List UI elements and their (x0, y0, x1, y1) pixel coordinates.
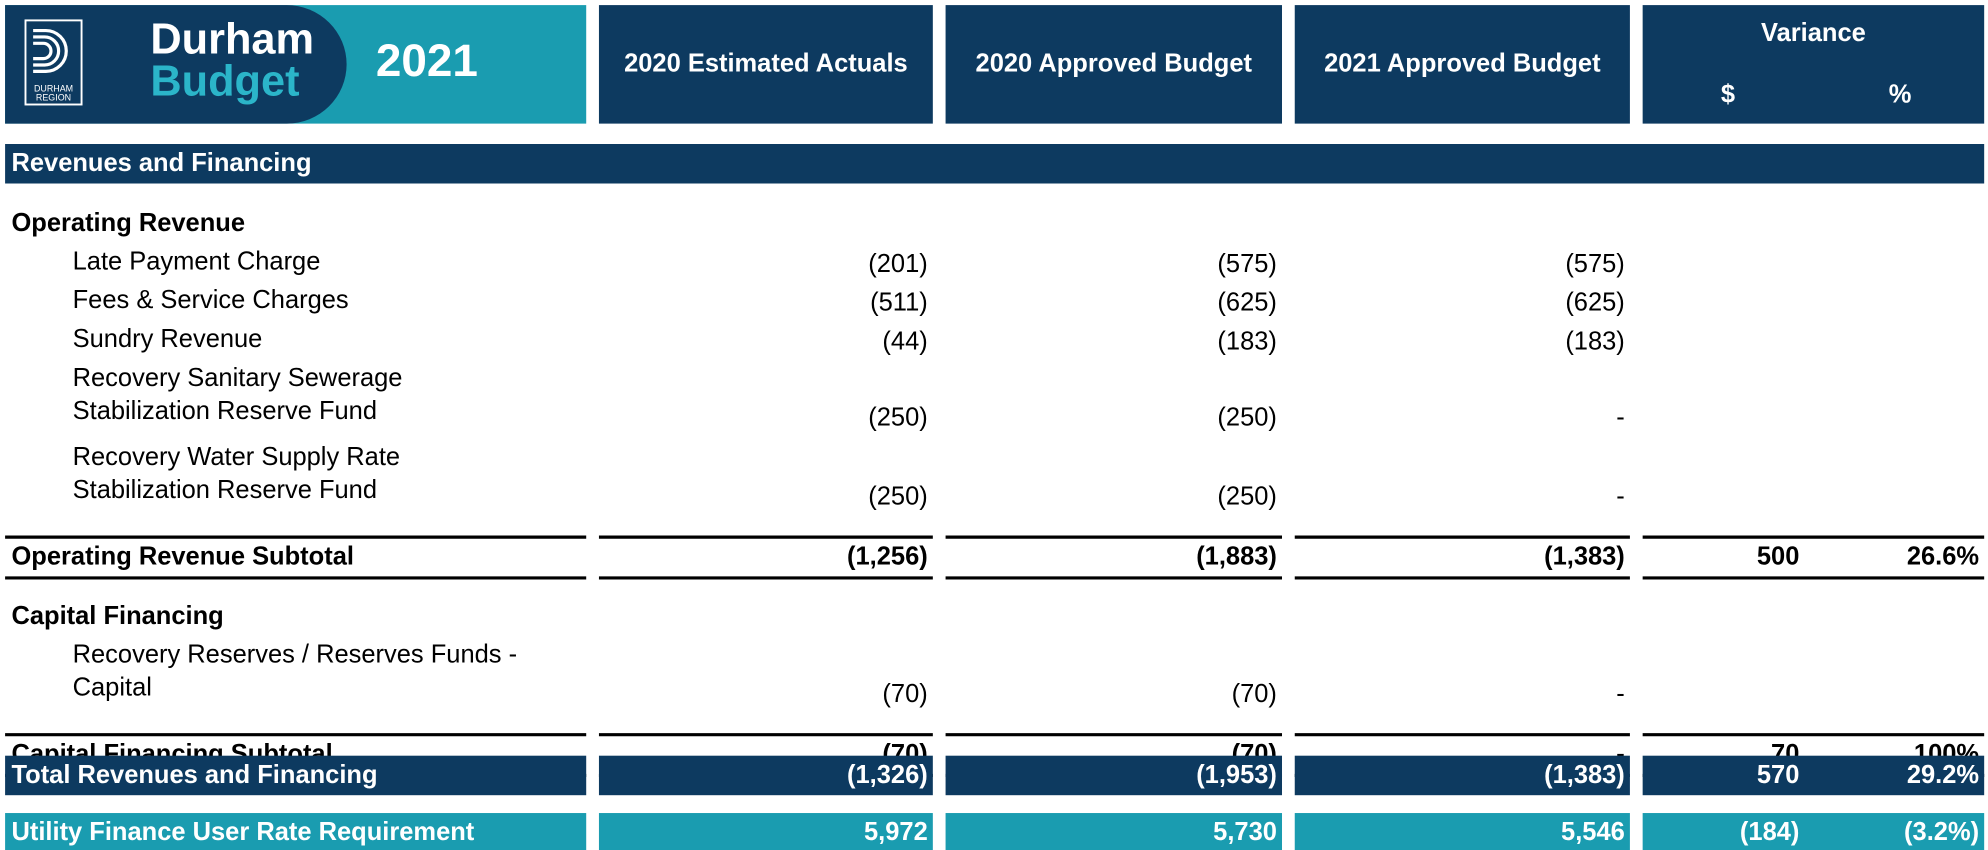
section-title: Revenues and Financing (11, 149, 311, 177)
summary-value: 5,972 (864, 818, 928, 846)
column-header-bg (945, 5, 1283, 124)
variance-value: (184) (1740, 818, 1799, 846)
row-value: - (1616, 680, 1624, 708)
row-value: (250) (1217, 482, 1276, 510)
row-value: (625) (1217, 289, 1276, 317)
column-header: 2020 Estimated Actuals (624, 50, 908, 78)
section-bar (5, 144, 1985, 184)
column-header-bg (1642, 5, 1985, 124)
logo-title: Durham (150, 15, 314, 63)
row-value: (183) (1565, 328, 1624, 356)
summary-value: (1,326) (847, 761, 928, 789)
row-value: (44) (882, 328, 927, 356)
row-label: Fees & Service Charges (73, 286, 349, 314)
row-value: (201) (868, 250, 927, 278)
row-value: (250) (868, 403, 927, 431)
row-value: - (1616, 482, 1624, 510)
summary-value: (1,383) (1544, 542, 1625, 570)
row-value: (625) (1565, 289, 1624, 317)
variance-value: 500 (1757, 542, 1800, 570)
summary-value: (1,256) (847, 542, 928, 570)
summary-value: - (1616, 740, 1624, 768)
variance-value: 570 (1757, 761, 1800, 789)
column-header: 2020 Approved Budget (976, 50, 1253, 78)
group-title: Capital Financing (11, 602, 223, 630)
band (1642, 755, 1985, 796)
band (1642, 813, 1985, 850)
row-value: (575) (1217, 250, 1276, 278)
summary-label: Total Revenues and Financing (11, 761, 377, 789)
summary-value: (1,953) (1196, 761, 1277, 789)
logo-box (24, 19, 83, 106)
row-value: (183) (1217, 328, 1276, 356)
variance-header: Variance (1761, 19, 1866, 47)
band (598, 755, 933, 796)
year: 2021 (376, 34, 478, 86)
row-label: Stabilization Reserve Fund (73, 476, 377, 504)
column-header: 2021 Approved Budget (1324, 50, 1601, 78)
row-value: (511) (870, 289, 928, 317)
logo-title: Budget (150, 58, 299, 106)
column-header-bg (598, 5, 933, 124)
band (5, 755, 587, 796)
summary-label: Utility Finance User Rate Requirement (11, 818, 474, 846)
variance-value: (3.2%) (1904, 818, 1979, 846)
band (945, 813, 1283, 850)
band (1294, 755, 1630, 796)
row-label: Capital (73, 674, 152, 702)
summary-value: 5,730 (1213, 818, 1277, 846)
header-navy (5, 5, 347, 124)
group-title: Operating Revenue (11, 209, 245, 237)
variance-col: $ (1721, 80, 1735, 108)
row-label: Recovery Water Supply Rate (73, 443, 400, 471)
row-value: (250) (868, 482, 927, 510)
summary-label: Operating Revenue Subtotal (11, 542, 353, 570)
row-value: (70) (1232, 680, 1277, 708)
variance-value: 29.2% (1907, 761, 1979, 789)
band (1294, 813, 1630, 850)
summary-value: (1,383) (1544, 761, 1625, 789)
logo-caption: REGION (36, 92, 71, 102)
row-label: Sundry Revenue (73, 325, 263, 353)
row-value: (70) (882, 680, 927, 708)
variance-col: % (1889, 80, 1912, 108)
logo-caption: DURHAM (34, 84, 73, 94)
row-value: (575) (1565, 250, 1624, 278)
variance-value: 26.6% (1907, 542, 1979, 570)
band (5, 813, 587, 850)
summary-value: (1,883) (1196, 542, 1277, 570)
row-label: Recovery Sanitary Sewerage (73, 364, 403, 392)
band (945, 755, 1283, 796)
band (598, 813, 933, 850)
row-value: - (1616, 403, 1624, 431)
summary-value: 5,546 (1561, 818, 1625, 846)
logo-icon (33, 28, 68, 73)
column-header-bg (1294, 5, 1630, 124)
row-label: Recovery Reserves / Reserves Funds - (73, 640, 517, 668)
row-label: Stabilization Reserve Fund (73, 397, 377, 425)
row-value: (250) (1217, 403, 1276, 431)
row-label: Late Payment Charge (73, 247, 321, 275)
